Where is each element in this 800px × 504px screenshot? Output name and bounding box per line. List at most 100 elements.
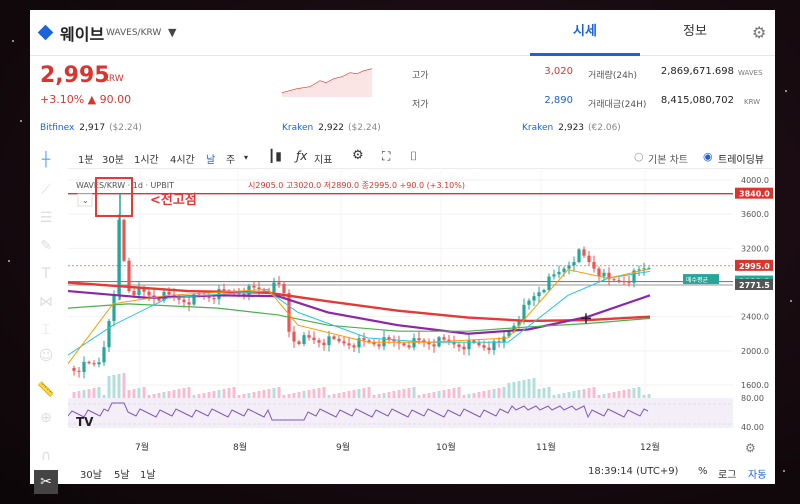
text-icon[interactable]: T: [41, 266, 51, 282]
ruler-icon[interactable]: 📏: [37, 382, 55, 398]
exchange-price: 2,917: [79, 123, 106, 133]
volume-bar: [187, 387, 191, 398]
auto-toggle[interactable]: 자동: [748, 470, 767, 481]
volume-bar: [232, 387, 236, 398]
exchange-kraken-usd: Kraken 2,922 ($2.24): [282, 123, 381, 133]
volume-bar: [537, 389, 541, 398]
volume-bar: [352, 390, 356, 398]
gear-icon[interactable]: ⚙: [752, 23, 767, 42]
star: [8, 260, 10, 262]
coin-name[interactable]: 웨이브: [60, 25, 105, 44]
tab-quote[interactable]: 시세: [530, 10, 640, 56]
star: [785, 90, 787, 92]
candle-body: [282, 284, 286, 294]
exchange-name: Bitfinex: [40, 123, 75, 133]
candle-body: [322, 342, 326, 346]
emoji-icon[interactable]: ☺: [38, 348, 54, 364]
trendline-icon[interactable]: ⟋: [41, 182, 51, 198]
basic-chart-option[interactable]: 기본 차트: [648, 155, 688, 166]
volume-bar: [237, 395, 241, 398]
volume-bar: [72, 392, 76, 398]
volume-bar: [452, 388, 456, 398]
range-30d[interactable]: 30날: [80, 470, 102, 481]
candle-body: [172, 294, 176, 298]
candle-body: [337, 338, 341, 342]
volume-bar: [272, 388, 276, 398]
radio-tradingview-icon[interactable]: ◉: [703, 150, 713, 163]
chart-toolbar: 1분 30분 1시간 4시간 날 주 ▾ ┃▮ ƒx 지표 ⚙ ⛶ ⌷ ○ 기본…: [68, 145, 773, 169]
candle-body: [472, 340, 476, 343]
chevron-down-icon[interactable]: ▼: [168, 26, 177, 39]
exchange-price: 2,922: [318, 123, 345, 133]
volume-bar: [92, 388, 96, 398]
candle-body: [492, 341, 496, 351]
interval-week[interactable]: 주: [226, 155, 236, 166]
interval-1m[interactable]: 1분: [78, 155, 94, 166]
low-value: 2,890: [544, 95, 573, 106]
candle-body: [287, 293, 291, 332]
hlines-icon[interactable]: ☰: [39, 210, 53, 226]
exchange-converted: (€2.06): [588, 123, 621, 133]
log-toggle[interactable]: 로그: [718, 470, 737, 481]
price-chart[interactable]: 4000.03600.03200.02800.02400.02000.01600…: [68, 170, 773, 460]
candle-body: [427, 342, 431, 345]
volume-bar: [572, 391, 576, 398]
candle-body: [137, 287, 141, 296]
lock-icon[interactable]: ✂: [34, 470, 58, 494]
interval-dropdown-icon[interactable]: ▾: [244, 153, 249, 162]
interval-30m[interactable]: 30분: [102, 155, 124, 166]
candle-body: [302, 335, 306, 344]
radio-basic-icon[interactable]: ○: [634, 150, 644, 163]
candle-body: [527, 300, 531, 305]
zoom-icon[interactable]: ⊕: [40, 410, 52, 426]
volume-bar: [607, 393, 611, 398]
candle-body: [77, 370, 81, 373]
indicator-button[interactable]: 지표: [314, 155, 333, 166]
tradingview-option[interactable]: 트레이딩뷰: [718, 155, 764, 166]
candle-body: [117, 219, 121, 295]
range-5d[interactable]: 5날: [114, 470, 130, 481]
ohlc-readout: 시2905.0 고3020.0 저2890.0 종2995.0 +90.0 (+…: [248, 181, 465, 190]
range-1d[interactable]: 1날: [140, 470, 156, 481]
x-tick-label: 7월: [135, 441, 149, 453]
candle-body: [352, 345, 356, 348]
volume-bar: [112, 375, 116, 398]
magnet-icon[interactable]: ∩: [40, 448, 52, 464]
candle-type-icon[interactable]: ┃▮: [268, 149, 282, 163]
other-price-tag-bg: [735, 278, 773, 290]
volume-bar: [107, 376, 111, 398]
measure-icon[interactable]: ⌶: [41, 322, 51, 338]
interval-4h[interactable]: 4시간: [170, 155, 195, 166]
interval-1h[interactable]: 1시간: [134, 155, 159, 166]
exchange-kraken-eur: Kraken 2,923 (€2.06): [522, 123, 621, 133]
tab-info[interactable]: 정보: [683, 24, 707, 39]
settings-icon[interactable]: ⚙: [352, 148, 364, 163]
volume-bar: [402, 389, 406, 398]
candle-body: [432, 344, 436, 347]
ticker-panel: 웨이브 WAVES/KRW ▼ 시세 정보 ⚙ 2,995 KRW +3.10%…: [30, 10, 775, 144]
volume-bar: [567, 392, 571, 398]
candle-body: [497, 341, 501, 343]
candle-body: [567, 265, 571, 269]
coin-pair[interactable]: WAVES/KRW: [106, 28, 162, 38]
volume-bar: [602, 394, 606, 398]
volume-bar: [617, 391, 621, 398]
fx-icon[interactable]: ƒx: [296, 149, 308, 163]
candle-body: [192, 294, 196, 305]
interval-day[interactable]: 날: [206, 155, 216, 166]
candle-body: [627, 282, 631, 284]
crosshair-icon[interactable]: ┼: [41, 152, 51, 168]
clock-readout[interactable]: 18:39:14 (UTC+9): [588, 466, 679, 477]
volume-bar: [492, 389, 496, 398]
fullscreen-icon[interactable]: ⛶: [382, 149, 391, 163]
avg-tag-bg: [683, 274, 719, 285]
camera-icon[interactable]: ⌷: [410, 149, 418, 163]
other-price-tag: 2771.5: [739, 281, 770, 290]
brush-icon[interactable]: ✎: [40, 238, 52, 254]
percent-toggle[interactable]: %: [698, 466, 708, 477]
volume-bar: [357, 389, 361, 398]
pattern-icon[interactable]: ⋈: [39, 294, 53, 310]
candle-body: [532, 296, 536, 301]
y-tick-label: 2000.0: [741, 347, 769, 356]
candle-body: [607, 272, 611, 280]
